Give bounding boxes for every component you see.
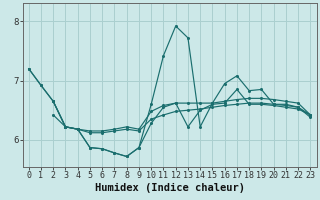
X-axis label: Humidex (Indice chaleur): Humidex (Indice chaleur)	[95, 182, 244, 193]
